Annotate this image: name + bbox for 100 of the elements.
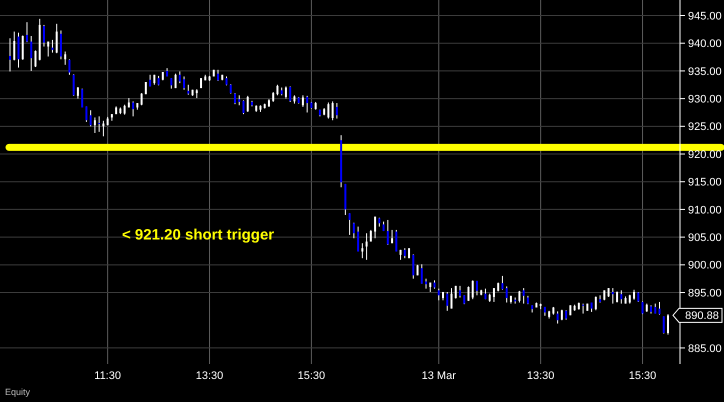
candlestick — [446, 291, 448, 312]
candlestick — [361, 242, 364, 259]
candlestick — [22, 34, 24, 60]
y-tick-label: 895.00 — [688, 287, 722, 300]
candlestick — [454, 285, 457, 300]
candlestick — [60, 30, 62, 60]
candlestick — [17, 32, 20, 68]
candlestick — [620, 290, 622, 304]
candlestick — [132, 100, 134, 117]
candlestick — [174, 73, 177, 89]
candlestick — [284, 86, 287, 100]
candlestick — [26, 22, 28, 43]
candlestick — [565, 310, 568, 320]
x-tick-label: 13 Mar — [422, 370, 456, 382]
y-tick-label: 885.00 — [688, 342, 722, 355]
candlestick — [81, 88, 84, 108]
candlestick — [94, 116, 96, 134]
candlestick — [289, 86, 292, 102]
candlestick — [467, 286, 470, 302]
y-tick-label: 910.00 — [688, 204, 722, 216]
candlestick — [183, 76, 186, 90]
candlestick — [404, 248, 406, 259]
candlestick — [438, 288, 440, 301]
candlestick — [594, 296, 597, 311]
x-tick-label: 13:30 — [526, 370, 554, 382]
x-tick-label: 13:30 — [196, 370, 224, 382]
y-tick-label: 900.00 — [688, 260, 722, 272]
candlestick — [366, 232, 368, 260]
candlestick — [246, 95, 249, 112]
candlestick — [90, 110, 92, 127]
candlestick — [560, 309, 563, 321]
candlestick — [348, 212, 351, 236]
candlestick — [30, 36, 32, 72]
candlestick — [336, 102, 338, 120]
candlestick — [13, 31, 16, 61]
x-tick-label: 15:30 — [628, 370, 656, 382]
candlestick — [492, 288, 495, 302]
candlestick — [140, 92, 143, 106]
y-tick-label: 945.00 — [688, 10, 722, 22]
candlestick — [522, 288, 525, 304]
candlestick — [395, 229, 398, 252]
candlestick — [178, 70, 181, 84]
candlestick — [501, 275, 504, 290]
candlestick — [472, 280, 474, 300]
candlestick — [667, 314, 669, 336]
candlestick — [51, 39, 54, 54]
candlestick — [518, 290, 520, 303]
candlestick — [352, 222, 355, 239]
x-tick-label: 11:30 — [94, 370, 121, 382]
y-tick-label: 930.00 — [688, 93, 722, 106]
candlestick — [506, 286, 508, 303]
y-tick-label: 905.00 — [688, 232, 722, 244]
candlestick — [124, 104, 126, 116]
y-tick-label: 915.00 — [688, 176, 722, 189]
candlestick — [637, 291, 640, 302]
candlestick — [230, 84, 232, 94]
candlestick — [302, 94, 304, 108]
y-tick-label: 920.00 — [688, 148, 722, 161]
candlestick — [56, 23, 58, 54]
candlestick — [149, 74, 152, 87]
candlestick — [306, 95, 308, 113]
candlestick — [391, 229, 394, 244]
candlestick — [9, 38, 11, 72]
candlestick — [458, 285, 461, 298]
candlestick — [633, 289, 636, 300]
candlestick — [357, 226, 360, 252]
y-tick-label: 940.00 — [688, 38, 722, 50]
x-tick-label: 15:30 — [298, 370, 326, 382]
candlestick — [68, 58, 70, 76]
candlestick — [234, 92, 236, 105]
candlestick — [327, 102, 330, 120]
candlestick — [658, 301, 661, 316]
candlestick — [662, 316, 665, 334]
candlestick — [187, 84, 190, 96]
ref-line-label: < 921.20 short trigger — [122, 226, 274, 244]
candlestick — [616, 290, 618, 303]
candlestick — [412, 254, 414, 280]
candlestick — [556, 310, 559, 324]
candlestick — [332, 100, 334, 121]
candlestick — [582, 303, 584, 314]
candlestick — [217, 69, 220, 82]
candlestick — [47, 41, 50, 58]
candlestick — [476, 280, 478, 296]
candlestick — [34, 50, 36, 68]
candlestick — [76, 86, 79, 100]
candlestick — [102, 120, 104, 137]
candlestick — [429, 282, 432, 292]
candlestick — [72, 74, 75, 96]
candlestick — [450, 288, 452, 310]
text: Equity — [5, 387, 31, 397]
y-tick-label: 935.00 — [688, 66, 722, 78]
candlestick — [158, 75, 160, 86]
candlestick — [85, 106, 88, 122]
candlestick — [276, 84, 278, 96]
candlestick — [416, 264, 419, 276]
candlestick — [98, 116, 100, 132]
candlestick — [128, 98, 130, 108]
candlestick — [238, 94, 240, 106]
candlestick — [170, 78, 172, 90]
candlestick — [272, 91, 274, 102]
